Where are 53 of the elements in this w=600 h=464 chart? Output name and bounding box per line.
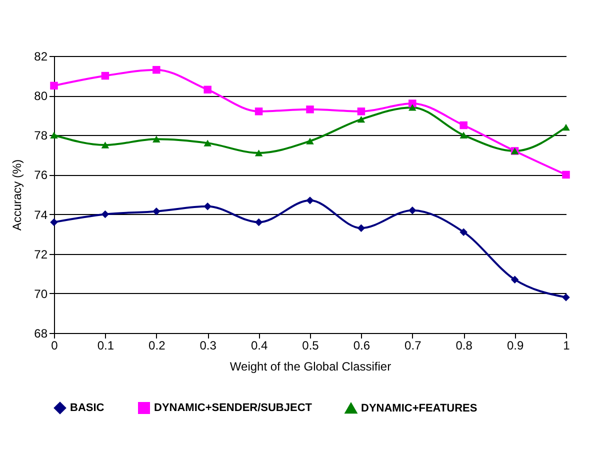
- x-tick-label: 0.6: [353, 338, 370, 352]
- point: [357, 108, 366, 116]
- x-tick-label: 0.5: [302, 338, 320, 352]
- x-tick-label: 0: [51, 338, 58, 352]
- point: [357, 116, 366, 123]
- point: [101, 72, 110, 80]
- x-tick-label: 0.8: [456, 338, 473, 352]
- x-tick-label: 0.9: [506, 338, 524, 352]
- point: [562, 170, 570, 179]
- point: [562, 294, 570, 302]
- point: [50, 82, 58, 90]
- y-tick-label: 70: [34, 286, 48, 301]
- y-tick-label: 78: [34, 128, 48, 143]
- y-axis-title: Accuracy (%): [10, 159, 24, 231]
- point: [204, 202, 212, 210]
- point: [306, 196, 314, 204]
- point: [306, 138, 314, 144]
- x-tick-label: 0.4: [250, 338, 268, 352]
- legend-label: DYNAMIC+FEATURES: [361, 402, 478, 414]
- point: [408, 104, 416, 111]
- legend-label: DYNAMIC+SENDER/SUBJECT: [154, 402, 312, 414]
- point: [460, 132, 468, 138]
- x-tick-label: 0.1: [97, 338, 114, 352]
- point: [254, 108, 263, 116]
- point: [408, 206, 416, 214]
- legend-label: BASIC: [70, 402, 104, 414]
- y-tick-label: 76: [34, 168, 48, 182]
- x-tick-label: 0.3: [200, 338, 217, 352]
- x-tick-label: 0.2: [148, 338, 166, 352]
- point: [204, 140, 212, 146]
- point: [306, 106, 314, 114]
- point: [357, 224, 366, 232]
- point: [510, 276, 519, 284]
- point: [254, 218, 263, 226]
- point: [254, 150, 263, 156]
- y-tick-label: 74: [34, 208, 48, 222]
- point: [101, 210, 110, 218]
- y-tick-label: 72: [34, 247, 48, 262]
- point: [101, 142, 110, 148]
- x-axis-title: Weight of the Global Classifier: [230, 360, 392, 374]
- point: [50, 218, 58, 226]
- point: [562, 124, 570, 131]
- point: [152, 136, 160, 142]
- x-tick-label: 1: [563, 338, 570, 352]
- y-tick-label: 82: [34, 50, 48, 64]
- y-tick-label: 68: [34, 326, 48, 340]
- y-tick-label: 80: [34, 89, 48, 104]
- x-tick-label: 0.7: [404, 338, 422, 352]
- point: [152, 207, 160, 216]
- point: [460, 228, 468, 236]
- point: [152, 66, 160, 74]
- point: [460, 121, 468, 130]
- point: [204, 86, 212, 94]
